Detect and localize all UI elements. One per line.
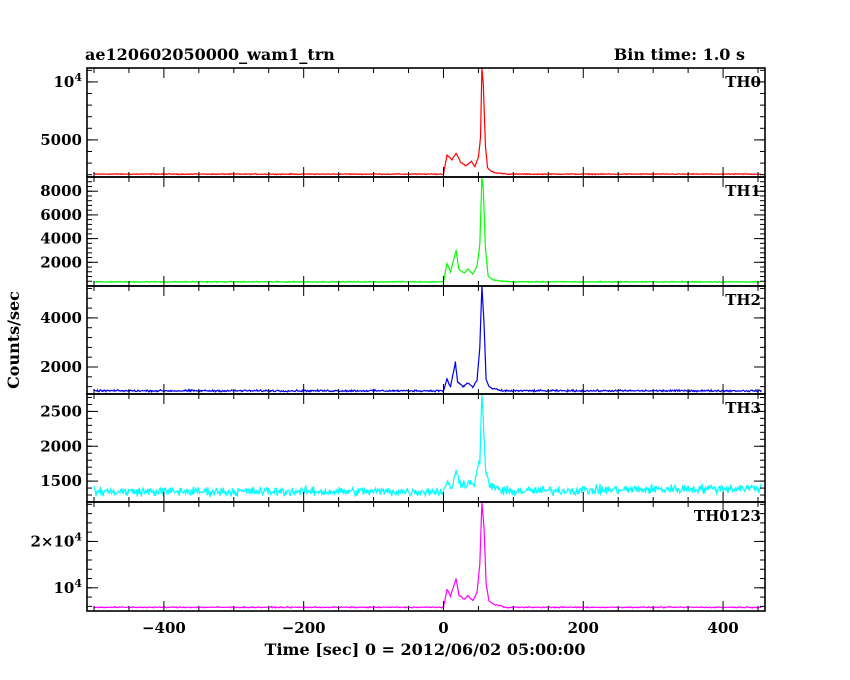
x-tick-label: 200 <box>568 619 599 637</box>
y-tick-label: 1500 <box>40 472 82 490</box>
panel-label-th1: TH1 <box>725 182 761 200</box>
panel-label-th0: TH0 <box>725 73 761 91</box>
y-tick-label: 8000 <box>40 182 82 200</box>
x-tick-label: 0 <box>438 619 448 637</box>
y-axis-label: Counts/sec <box>4 291 23 389</box>
y-tick-label: 4000 <box>40 230 82 248</box>
y-tick-label: 2500 <box>40 402 82 420</box>
chart-title-right: Bin time: 1.0 s <box>614 45 745 64</box>
x-tick-label: −400 <box>142 619 186 637</box>
x-axis: −400 −200 0 200 400 <box>142 619 739 637</box>
series-line-th3 <box>93 394 763 499</box>
chart-title-left: ae120602050000_wam1_trn <box>85 45 335 64</box>
y-tick-label: 6000 <box>40 206 82 224</box>
panel-label-th0123: TH0123 <box>694 507 761 525</box>
panel-frame <box>86 67 766 178</box>
series-line-th0123 <box>93 502 762 609</box>
panel-frame <box>86 176 766 287</box>
x-tick-label: 400 <box>707 619 738 637</box>
panels-group: TH0 5000 104 TH1 2000 4000 6000 8000 TH2 2000 4000… <box>30 67 766 612</box>
panel-label-th3: TH3 <box>725 399 761 417</box>
y-tick-label: 2000 <box>40 358 82 376</box>
x-axis-label: Time [sec] 0 = 2012/06/02 05:00:00 <box>265 640 586 659</box>
panel-th0123: TH0123 104 2×104 <box>30 501 766 612</box>
y-tick-label: 5000 <box>40 131 82 149</box>
panel-th1: TH1 2000 4000 6000 8000 <box>40 176 766 287</box>
panel-frame <box>86 501 766 612</box>
y-tick-label: 4000 <box>40 309 82 327</box>
panel-th2: TH2 2000 4000 <box>40 285 766 395</box>
series-line-th2 <box>93 286 763 394</box>
series-line-th0 <box>93 68 762 176</box>
y-tick-label: 2000 <box>40 253 82 271</box>
y-tick-label: 104 <box>53 577 82 597</box>
series-line-th1 <box>93 176 762 284</box>
y-tick-label: 2×104 <box>30 530 82 550</box>
panel-label-th2: TH2 <box>725 291 761 309</box>
panel-frame <box>86 393 766 503</box>
panel-th3: TH3 1500 2000 2500 <box>40 393 766 503</box>
y-tick-label: 104 <box>53 71 82 91</box>
panel-frame <box>86 285 766 395</box>
panel-th0: TH0 5000 104 <box>40 67 766 178</box>
x-tick-label: −200 <box>282 619 326 637</box>
y-tick-label: 2000 <box>40 437 82 455</box>
